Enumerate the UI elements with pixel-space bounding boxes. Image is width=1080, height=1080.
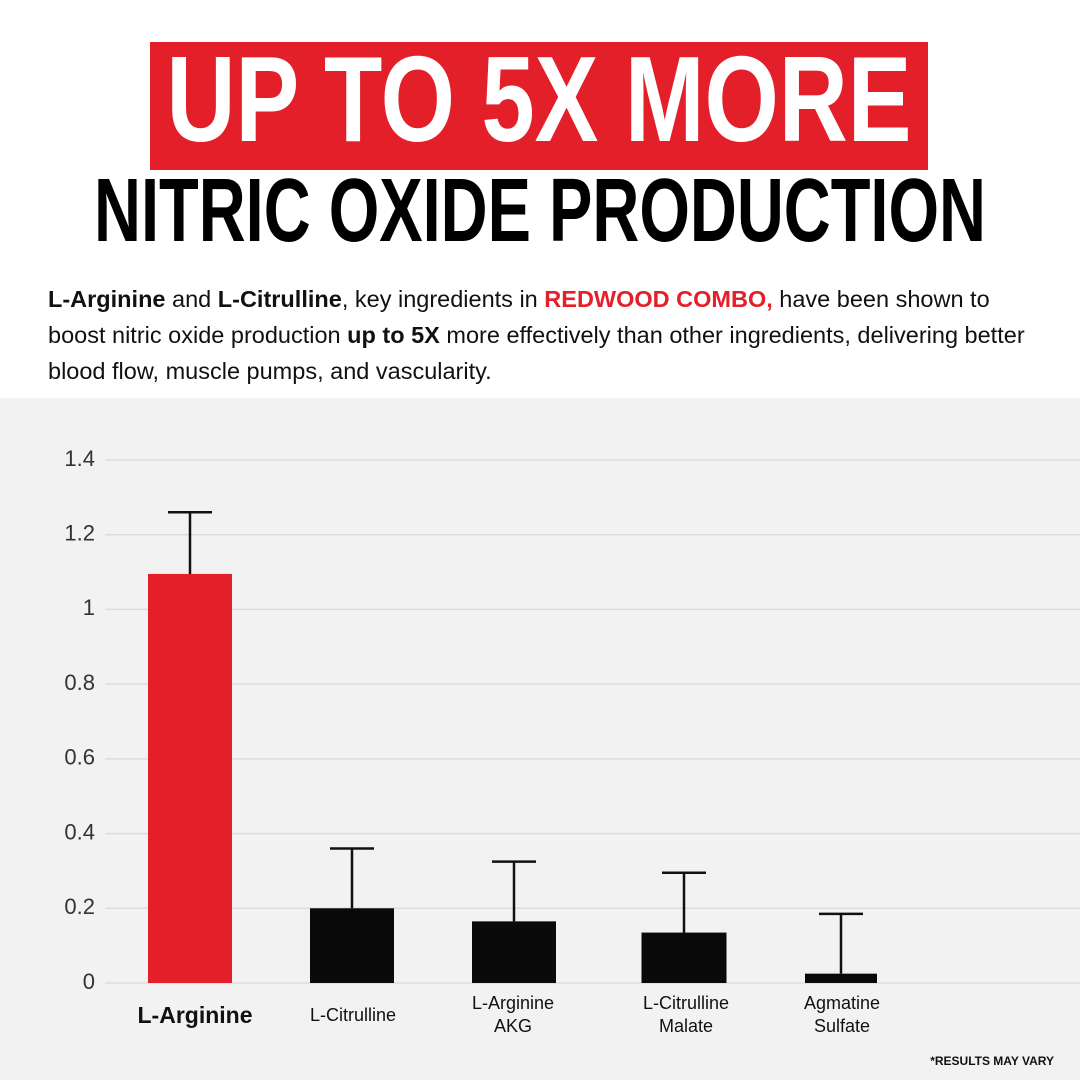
error-bar: [492, 860, 536, 922]
y-tick-label: 1.4: [64, 446, 95, 471]
subheadline: NITRIC OXIDE PRODUCTION: [94, 161, 986, 261]
error-bar: [330, 847, 374, 909]
x-tick-label: Agmatine Sulfate: [803, 993, 881, 1036]
bar: [472, 921, 556, 983]
text-span: have been shown to boost nitric oxide pr…: [48, 286, 990, 348]
text-span: L-Arginine: [48, 286, 166, 312]
bar: [148, 573, 232, 983]
headline: UP TO 5X MORE: [167, 31, 912, 167]
y-tick-label: 0.8: [64, 670, 95, 695]
description: L-Arginine and L-Citrulline, key ingredi…: [48, 281, 1048, 389]
headline-box: [150, 42, 928, 170]
brand-name: REDWOOD COMBO,: [544, 286, 773, 312]
x-tick-label: L-Arginine AKG: [471, 993, 555, 1036]
x-tick-label: L-Arginine: [137, 1001, 253, 1028]
y-tick-label: 0.6: [64, 745, 95, 770]
footnote: *RESULTS MAY VARY: [930, 1054, 1054, 1068]
x-tick-label: L-Citrulline: [309, 1004, 397, 1025]
bar: [641, 932, 727, 983]
x-tick-label: L-Citrulline Malate: [642, 993, 730, 1036]
text-span: more effectively than other ingredients,…: [48, 322, 1025, 384]
y-tick-label: 0: [83, 969, 95, 994]
bar: [805, 973, 877, 983]
text-span: and: [165, 286, 218, 312]
y-tick-label: 1.2: [64, 521, 95, 546]
bar: [310, 908, 394, 983]
error-bar: [168, 511, 212, 574]
text-span: L-Citrulline: [217, 286, 342, 312]
y-tick-label: 0.4: [64, 819, 95, 844]
text-span: , key ingredients in: [341, 286, 545, 312]
error-bar: [662, 871, 706, 933]
text-span: up to 5X: [347, 322, 440, 348]
y-tick-label: 0.2: [64, 894, 95, 919]
error-bar: [819, 912, 863, 974]
y-tick-label: 1: [83, 595, 95, 620]
